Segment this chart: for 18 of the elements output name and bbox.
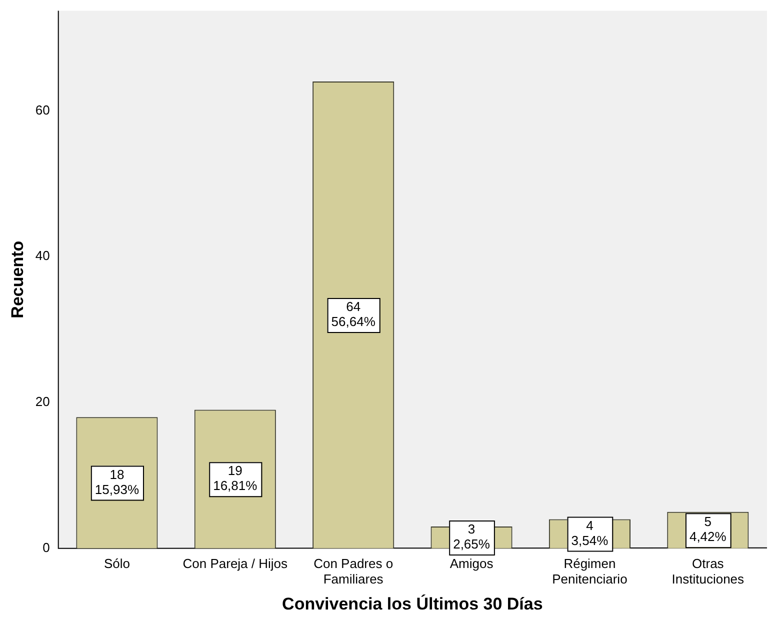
data-label: 4 3,54% <box>571 518 609 548</box>
data-label: 18 15,93% <box>94 466 140 497</box>
data-label: 3 2,65% <box>453 522 490 552</box>
data-label: 64 56,64% <box>331 299 376 330</box>
y-tick-label: 0 <box>42 540 50 555</box>
x-tick-label: Sólo <box>104 556 130 571</box>
x-tick-label: Con Pareja / Hijos <box>182 556 288 571</box>
data-label: 19 16,81% <box>213 463 258 494</box>
x-tick-label: Otras Instituciones <box>672 556 745 586</box>
y-tick-label: 40 <box>35 248 50 264</box>
x-tick-label: Régimen Penitenciario <box>552 556 628 586</box>
x-tick-label: Con Padres o Familiares <box>314 556 394 586</box>
y-tick-label: 60 <box>35 102 50 118</box>
x-tick-label: Amigos <box>450 556 494 571</box>
y-axis-title: Recuento <box>8 240 27 318</box>
y-tick-label: 20 <box>35 394 50 410</box>
data-label: 5 4,42% <box>689 514 727 544</box>
x-axis-title: Convivencia los Últimos 30 Días <box>282 593 543 614</box>
